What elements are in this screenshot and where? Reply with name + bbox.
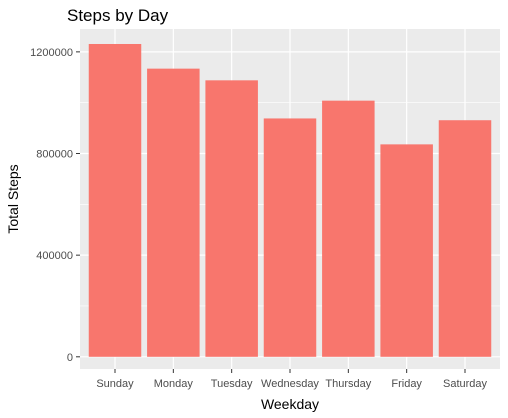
y-tick-label: 400000 bbox=[36, 250, 73, 262]
x-axis-title: Weekday bbox=[261, 396, 319, 412]
y-tick-label: 0 bbox=[67, 352, 73, 364]
x-tick-label-thursday: Thursday bbox=[325, 378, 371, 390]
chart-title: Steps by Day bbox=[67, 6, 169, 25]
x-tick-label-monday: Monday bbox=[154, 378, 194, 390]
x-axis: Sunday Monday Tuesday Wednesday Thursday Frid… bbox=[96, 369, 487, 390]
x-tick-label-sunday: Sunday bbox=[96, 378, 134, 390]
bar-monday bbox=[147, 69, 200, 357]
x-tick-label-saturday: Saturday bbox=[443, 378, 488, 390]
x-tick-label-tuesday: Tuesday bbox=[211, 378, 253, 390]
y-axis-title: Total Steps bbox=[5, 164, 21, 233]
bar-friday bbox=[380, 144, 433, 356]
y-tick-label: 1200000 bbox=[30, 47, 73, 59]
bar-thursday bbox=[322, 101, 375, 357]
x-tick-label-wednesday: Wednesday bbox=[261, 378, 319, 390]
y-tick-label: 800000 bbox=[36, 149, 73, 161]
x-tick-label-friday: Friday bbox=[391, 378, 422, 390]
bar-wednesday bbox=[264, 118, 317, 356]
bar-tuesday bbox=[205, 80, 258, 356]
bar-saturday bbox=[439, 120, 492, 357]
bar-sunday bbox=[89, 44, 142, 357]
y-axis: 0 400000 800000 1200000 bbox=[30, 47, 80, 364]
